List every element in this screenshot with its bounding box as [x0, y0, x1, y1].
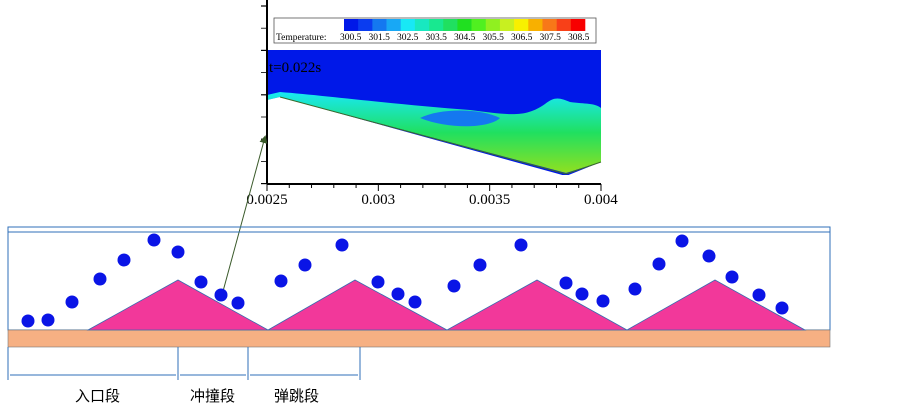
particle — [652, 257, 666, 271]
x-tick-label: 0.003 — [361, 192, 395, 208]
legend-value: 303.5 — [426, 33, 448, 43]
legend-value: 300.5 — [340, 33, 362, 43]
particle — [274, 274, 288, 288]
particle — [194, 275, 208, 289]
particle — [596, 294, 610, 308]
legend-value: 307.5 — [540, 33, 562, 43]
particle — [514, 238, 528, 252]
colorbar-swatch — [400, 19, 416, 31]
wall-region — [267, 97, 601, 184]
contour-plot: 0.0025 0.003 0.0035 0.004 t=0.022s Temperat… — [246, 0, 618, 208]
rib-triangle — [266, 279, 448, 331]
colorbar-swatch — [570, 19, 586, 31]
legend-value: 308.5 — [568, 33, 590, 43]
particle — [675, 234, 689, 248]
particle — [117, 253, 131, 267]
colorbar-swatch — [344, 19, 359, 31]
colorbar-swatch — [414, 19, 430, 31]
thermal-layer — [267, 92, 601, 173]
particle — [775, 301, 789, 315]
channel-diagram — [7, 226, 831, 380]
particle — [147, 233, 161, 247]
legend-value: 306.5 — [511, 33, 533, 43]
colorbar-swatch — [429, 19, 444, 31]
particle — [21, 314, 35, 328]
colorbar-swatch — [485, 19, 501, 31]
legend-value: 305.5 — [483, 33, 505, 43]
particle — [171, 245, 185, 259]
x-tick-label: 0.004 — [584, 192, 618, 208]
colorbar-swatch — [358, 19, 373, 31]
x-ticks: 0.0025 0.003 0.0035 0.004 — [246, 184, 618, 208]
particle — [41, 313, 55, 327]
particle — [559, 276, 573, 290]
colorbar-swatch — [471, 19, 487, 31]
colorbar-swatch — [514, 19, 529, 31]
particle — [65, 295, 79, 309]
dimension-lines — [7, 347, 361, 380]
legend-value: 301.5 — [369, 33, 391, 43]
particle — [408, 295, 422, 309]
wall-line — [279, 96, 567, 175]
x-tick-label: 0.0025 — [246, 192, 287, 208]
particle — [231, 296, 245, 310]
particle — [447, 279, 461, 293]
eddy — [420, 110, 500, 127]
segment-label-inlet: 入口段 — [75, 389, 121, 405]
rib-triangle — [625, 279, 807, 331]
legend-value: 302.5 — [397, 33, 419, 43]
particle — [752, 288, 766, 302]
x-tick-label: 0.0035 — [469, 192, 510, 208]
particle — [702, 249, 716, 263]
rib-triangle — [86, 279, 270, 331]
segment-label-impact: 冲撞段 — [190, 389, 236, 405]
particle — [371, 275, 385, 289]
base-plate — [7, 329, 831, 348]
colorbar-swatch — [386, 19, 402, 31]
particle — [473, 258, 487, 272]
particle — [214, 288, 228, 302]
legend-value: 304.5 — [454, 33, 476, 43]
colorbar — [344, 19, 586, 31]
colorbar-swatch — [542, 19, 557, 31]
time-label: t=0.022s — [269, 60, 321, 76]
particle — [298, 258, 312, 272]
particles — [21, 233, 789, 328]
ribs — [86, 279, 807, 331]
particle — [93, 272, 107, 286]
colorbar-swatch — [499, 19, 515, 31]
wall-line — [565, 161, 602, 175]
particle — [725, 270, 739, 284]
legend-values: 300.5 301.5 302.5 303.5 304.5 305.5 306.5 307.5… — [340, 33, 590, 43]
colorbar-swatch — [443, 19, 458, 31]
zoom-arrow — [221, 135, 268, 296]
colorbar-swatch — [457, 19, 472, 31]
particle — [628, 282, 642, 296]
rib-triangle — [445, 279, 629, 331]
particle — [575, 287, 589, 301]
colorbar-swatch — [556, 19, 572, 31]
particle — [335, 238, 349, 252]
legend-title: Temperature: — [276, 33, 327, 43]
colorbar-swatch — [528, 19, 543, 31]
segment-label-bounce: 弹跳段 — [274, 389, 320, 405]
colorbar-swatch — [372, 19, 387, 31]
particle — [391, 287, 405, 301]
